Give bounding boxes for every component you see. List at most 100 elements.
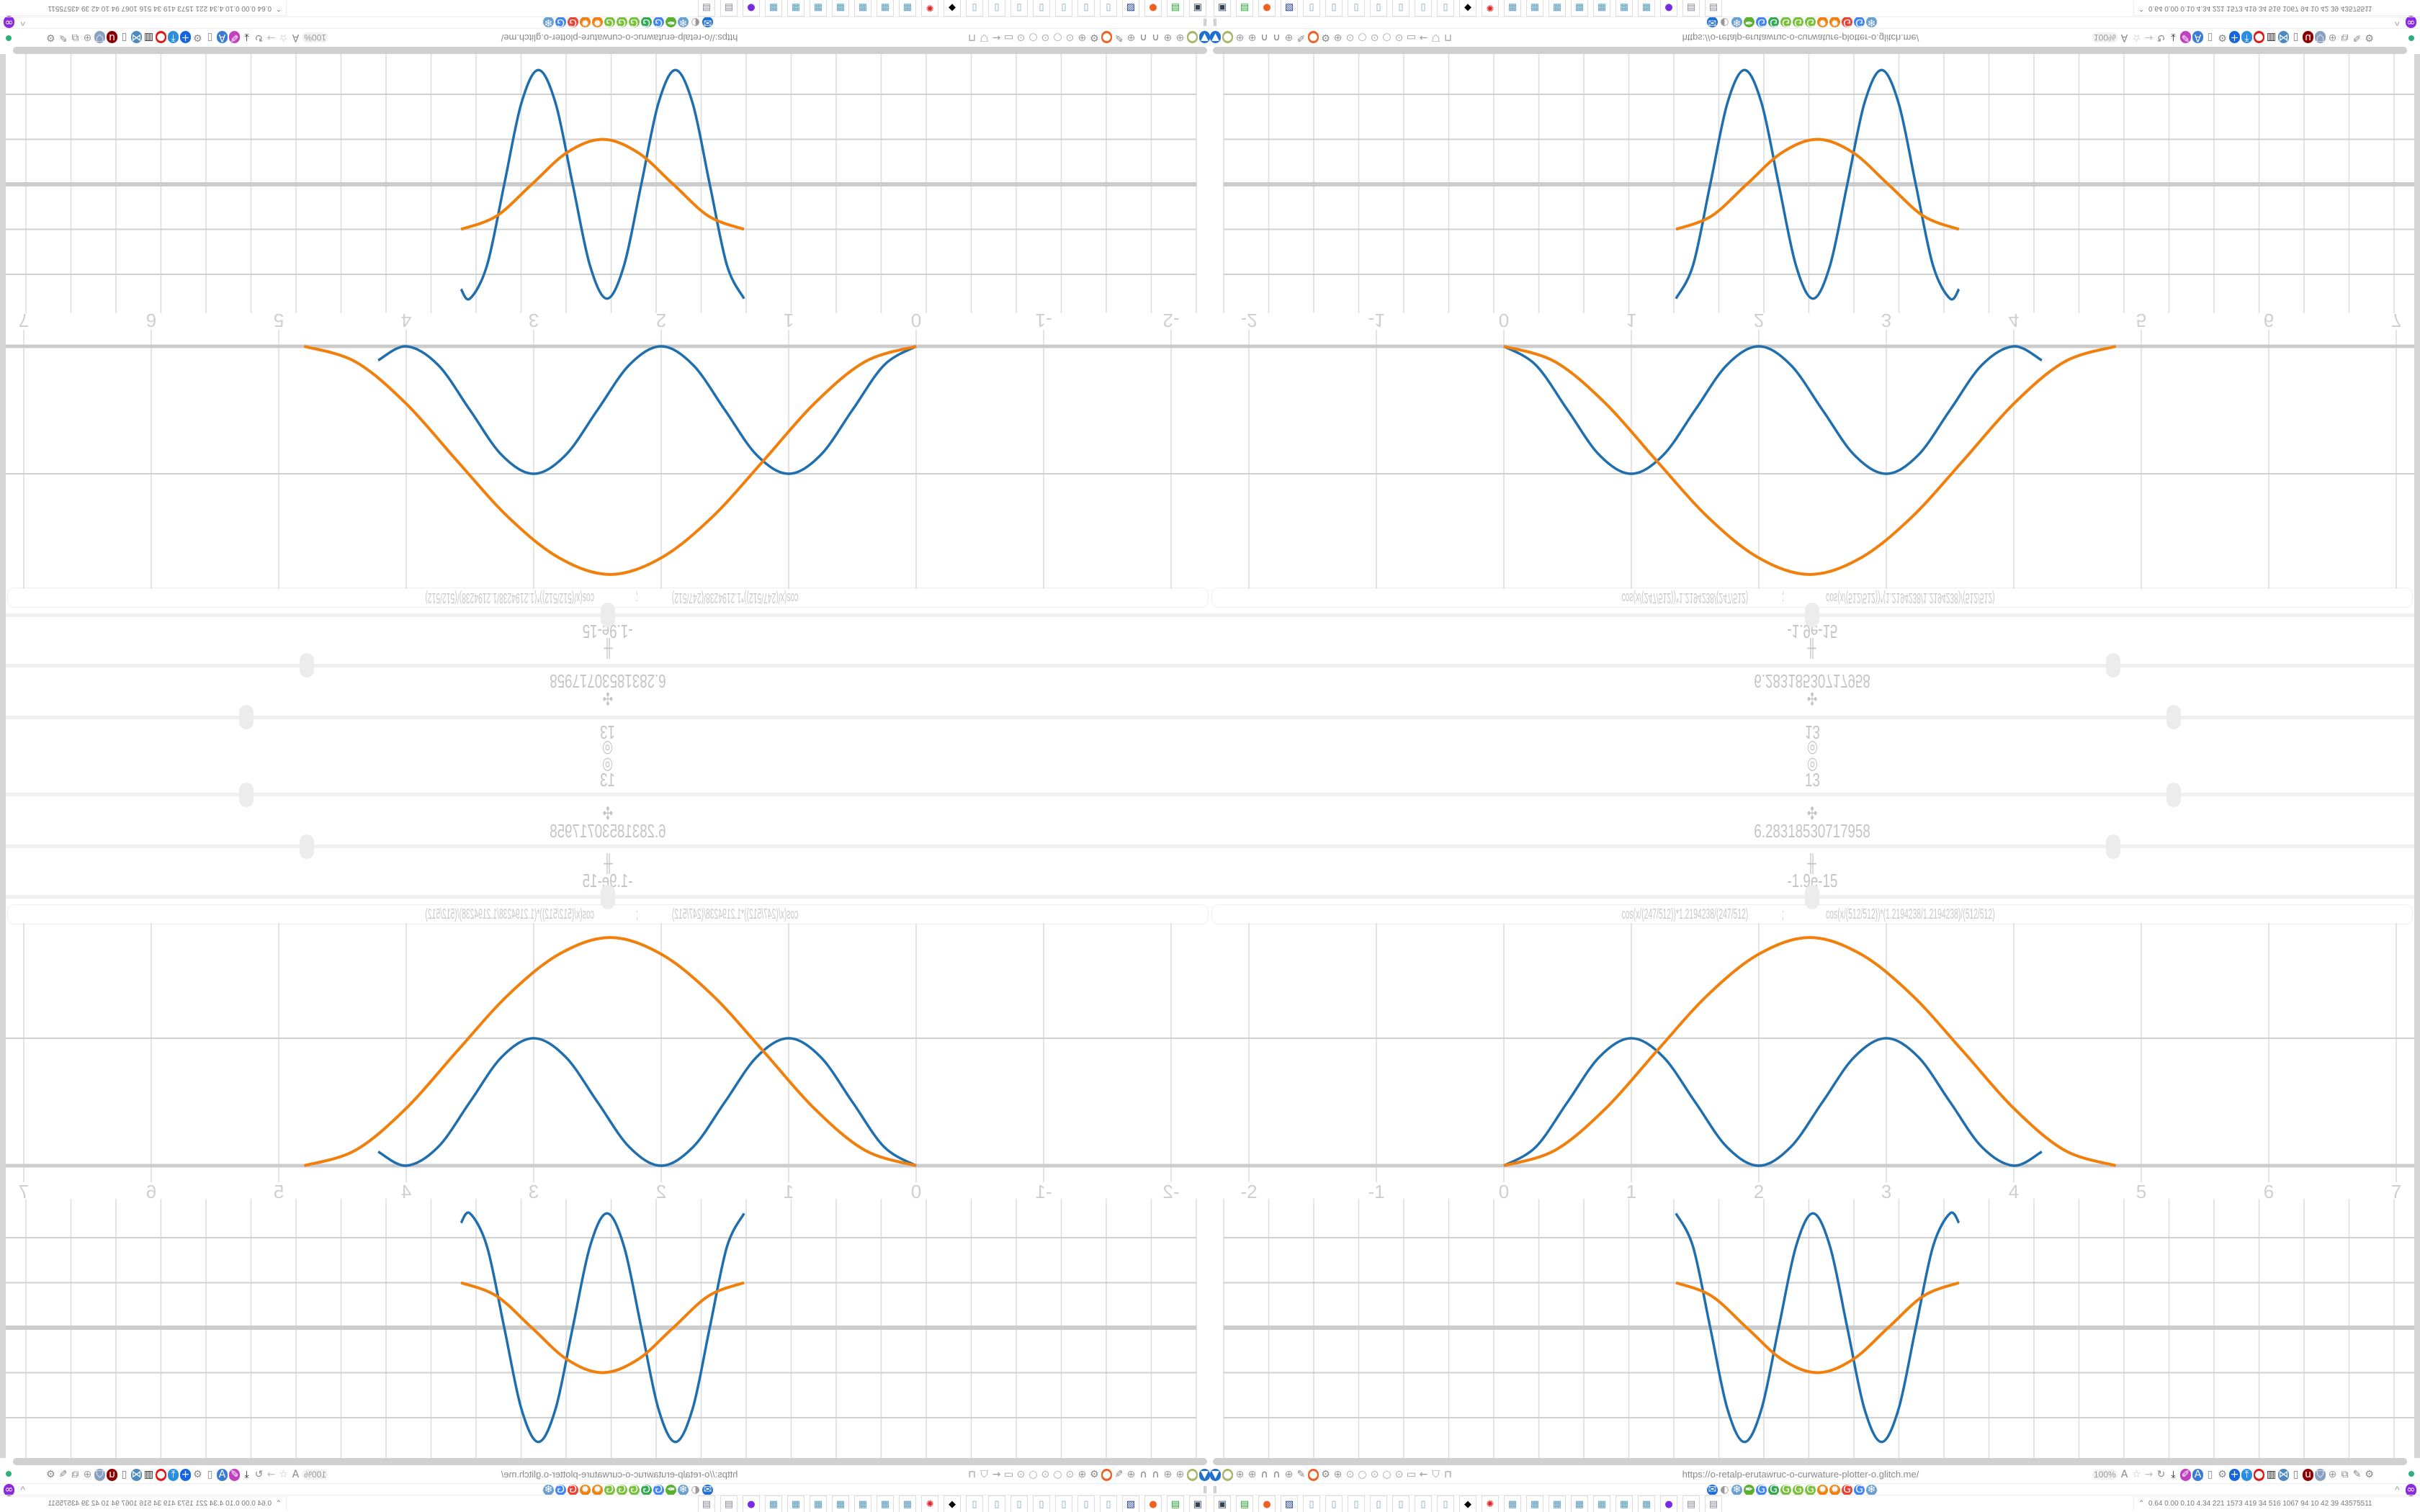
download-arrow-icon[interactable]: ▼ bbox=[1199, 1468, 1210, 1481]
slider-knob[interactable] bbox=[2106, 834, 2120, 859]
horizontal-scrollbar[interactable] bbox=[13, 47, 1207, 54]
gear-orange-icon[interactable]: ✹ bbox=[1829, 17, 1840, 28]
gear-orange-icon[interactable]: ✹ bbox=[592, 17, 603, 28]
purple-app-icon[interactable]: ● bbox=[1660, 0, 1677, 17]
download-icon[interactable]: ⤓ bbox=[244, 1469, 249, 1480]
notepad-icon[interactable]: ▯ bbox=[1033, 1495, 1050, 1512]
ublock-icon[interactable]: u bbox=[107, 31, 117, 44]
circle-icon[interactable]: ◐ bbox=[1720, 1484, 1729, 1495]
notepad-icon[interactable]: ▯ bbox=[1437, 1495, 1454, 1512]
floppy-icon[interactable]: ▨ bbox=[1281, 0, 1298, 17]
google-icon[interactable]: G bbox=[555, 1484, 566, 1495]
monitor-settings-icon[interactable]: ▣ bbox=[1214, 1495, 1231, 1512]
circle-icon[interactable]: ○ bbox=[1382, 1469, 1392, 1480]
notepad-icon[interactable]: ▯ bbox=[1010, 0, 1028, 17]
extension-icon[interactable]: ● bbox=[1187, 31, 1198, 44]
google-icon[interactable]: G bbox=[653, 1484, 664, 1495]
snowflake-icon[interactable]: ❄ bbox=[543, 1484, 554, 1495]
chevron-up-icon[interactable]: ^ bbox=[20, 17, 25, 28]
chevron-up-icon[interactable]: ^ bbox=[20, 1484, 25, 1495]
ublock-icon[interactable]: u bbox=[2303, 1468, 2313, 1481]
back-arrow-icon[interactable]: ← bbox=[992, 32, 1001, 43]
globe-icon[interactable]: ⊕ bbox=[1175, 32, 1185, 43]
calculator-icon[interactable]: ▦ bbox=[1549, 1495, 1566, 1512]
notepad-icon[interactable]: ▯ bbox=[1370, 0, 1387, 17]
purple-app-icon[interactable]: ● bbox=[1660, 1495, 1677, 1512]
lock-icon[interactable]: ⊓ bbox=[1444, 1469, 1452, 1480]
calculator-icon[interactable]: ▦ bbox=[810, 1495, 827, 1512]
mouse-icon[interactable]: ▯ bbox=[2207, 32, 2213, 43]
lock-icon[interactable]: ⊓ bbox=[968, 32, 976, 43]
headphones-icon[interactable]: ∩ bbox=[1139, 32, 1147, 43]
circle-icon[interactable]: ○ bbox=[1028, 1469, 1038, 1480]
google-icon[interactable]: G bbox=[617, 1484, 627, 1495]
url-bar[interactable]: https://o-retalp-erutawruc-o-curwature-p… bbox=[501, 32, 738, 43]
calculator-icon[interactable]: ▦ bbox=[1615, 0, 1633, 17]
shield-icon[interactable]: ⛉ bbox=[980, 1469, 988, 1480]
star-icon[interactable]: ☆ bbox=[279, 1469, 288, 1480]
chevron-up-icon[interactable]: ^ bbox=[2395, 17, 2400, 28]
translate-icon[interactable]: A bbox=[292, 32, 300, 43]
expand-icon[interactable]: ⌃ bbox=[275, 4, 282, 12]
extension-icon[interactable]: ● bbox=[1222, 1468, 1233, 1481]
calculator-icon[interactable]: ▦ bbox=[1638, 0, 1655, 17]
monitor-settings-icon[interactable]: ▣ bbox=[1189, 0, 1206, 17]
google-icon[interactable]: G bbox=[1805, 17, 1816, 28]
reload-icon[interactable]: ↻ bbox=[2156, 1469, 2166, 1480]
plus-icon[interactable]: + bbox=[180, 1468, 191, 1481]
calculator-icon[interactable]: ▦ bbox=[1615, 1495, 1633, 1512]
firefox-icon[interactable]: ● bbox=[1258, 0, 1276, 17]
dot-icon[interactable]: ⊙ bbox=[1016, 32, 1026, 43]
dot-icon[interactable]: ⊙ bbox=[1370, 32, 1379, 43]
document-icon[interactable]: ▤ bbox=[698, 0, 715, 17]
mouse-icon[interactable]: ▯ bbox=[2207, 1469, 2213, 1480]
globe-icon[interactable]: ⊕ bbox=[1284, 1469, 1294, 1480]
notepad-icon[interactable]: ▯ bbox=[1348, 0, 1365, 17]
calculator-icon[interactable]: ▦ bbox=[765, 1495, 782, 1512]
gear-icon[interactable]: ⚙ bbox=[1090, 1469, 1099, 1480]
globe-icon[interactable]: ⊕ bbox=[1235, 1469, 1245, 1480]
zoom-level[interactable]: 100% bbox=[302, 32, 328, 42]
mask-icon[interactable]: ∞ bbox=[4, 16, 14, 29]
slider-track[interactable] bbox=[6, 885, 1210, 909]
notepad-icon[interactable]: ▯ bbox=[988, 1495, 1005, 1512]
mouse-icon[interactable]: ▯ bbox=[207, 32, 213, 43]
dot-icon[interactable]: ⊙ bbox=[1065, 32, 1075, 43]
floppy-icon[interactable]: ▨ bbox=[1281, 1495, 1298, 1512]
headphones-icon[interactable]: ∩ bbox=[1273, 32, 1281, 43]
slider-track[interactable] bbox=[6, 705, 1210, 729]
formula-input[interactable]: cos(x/(247/512))*1.2194238/(247/512) ; c… bbox=[1211, 904, 2413, 924]
calculator-icon[interactable]: ▦ bbox=[1593, 1495, 1610, 1512]
globe-icon[interactable]: ⊕ bbox=[1247, 1469, 1257, 1480]
slider-track[interactable] bbox=[1210, 885, 2414, 909]
calculator-icon[interactable]: ▦ bbox=[899, 1495, 916, 1512]
monitor-settings-icon[interactable]: ▣ bbox=[1214, 0, 1231, 17]
gear-orange-icon[interactable]: ✹ bbox=[1817, 1484, 1828, 1495]
google-icon[interactable]: G bbox=[604, 17, 615, 28]
calculator-icon[interactable]: ▦ bbox=[854, 1495, 871, 1512]
firefox-icon[interactable]: ● bbox=[1308, 31, 1319, 44]
document-icon[interactable]: ▤ bbox=[698, 1495, 715, 1512]
star-icon[interactable]: ☆ bbox=[2132, 1469, 2141, 1480]
pen-icon[interactable]: ✐ bbox=[229, 31, 240, 44]
bookmarks-handle-icon[interactable]: ‖ bbox=[1203, 17, 1207, 28]
document-icon[interactable]: ▤ bbox=[1682, 1495, 1700, 1512]
headphones-icon[interactable]: ∩ bbox=[1139, 1469, 1147, 1480]
gear-icon[interactable]: ⚙ bbox=[46, 1469, 55, 1480]
formula-input[interactable]: cos(x/(247/512))*1.2194238/(247/512) ; c… bbox=[7, 904, 1209, 924]
gear-icon[interactable]: ⚙ bbox=[2218, 32, 2227, 43]
mail-icon[interactable]: ✉ bbox=[1707, 1484, 1718, 1495]
vertical-scrollbar[interactable] bbox=[0, 54, 6, 756]
slider-track[interactable] bbox=[1210, 705, 2414, 729]
translate-icon[interactable]: A bbox=[292, 1469, 300, 1480]
dot-icon[interactable]: ⊙ bbox=[1065, 1469, 1075, 1480]
document-icon[interactable]: ▤ bbox=[1705, 1495, 1722, 1512]
plot-function[interactable] bbox=[1210, 54, 2414, 313]
translate-icon[interactable]: A bbox=[217, 1468, 228, 1481]
upload-icon[interactable]: ⤒ bbox=[2241, 1468, 2252, 1481]
calculator-icon[interactable]: ▦ bbox=[899, 0, 916, 17]
circle-icon[interactable]: ○ bbox=[1053, 32, 1062, 43]
mail-icon[interactable]: ✉ bbox=[702, 17, 713, 28]
slider-track[interactable] bbox=[6, 834, 1210, 859]
plus-icon[interactable]: + bbox=[2229, 1468, 2240, 1481]
